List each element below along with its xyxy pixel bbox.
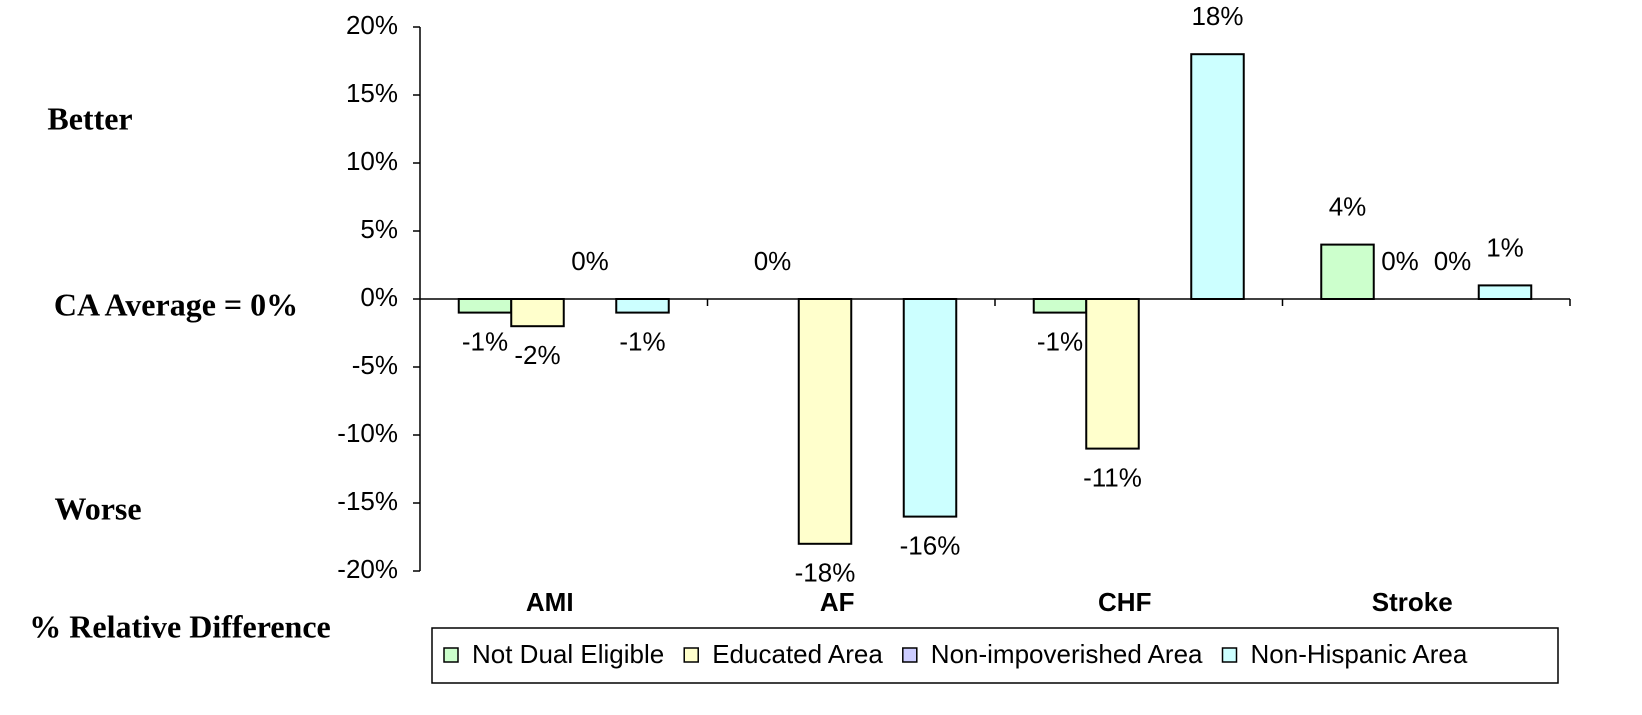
- legend-swatch: [1221, 647, 1238, 663]
- y-tick-label: 5%: [360, 214, 398, 244]
- x-tick-label: AMI: [526, 587, 574, 617]
- value-label: -11%: [1083, 462, 1142, 492]
- average-label: CA Average = 0%: [54, 286, 298, 322]
- x-tick-label: AF: [820, 587, 855, 617]
- value-label: 0%: [571, 246, 609, 276]
- legend-swatch: [683, 647, 699, 663]
- legend-label: Non-impoverished Area: [931, 639, 1203, 669]
- value-label: 0%: [1381, 246, 1419, 276]
- legend-label: Educated Area: [712, 639, 883, 669]
- bar: [1190, 53, 1245, 301]
- axis-title: % Relative Difference: [29, 608, 331, 644]
- bar: [1320, 243, 1375, 301]
- bar: [1085, 298, 1140, 450]
- legend-swatch: [443, 647, 459, 663]
- value-label: -1%: [619, 326, 665, 356]
- value-label: -1%: [1037, 326, 1083, 356]
- bar: [1032, 298, 1088, 314]
- value-label: 4%: [1329, 191, 1367, 221]
- value-label: -16%: [900, 530, 961, 560]
- y-tick-label: -15%: [337, 486, 398, 516]
- bar: [457, 298, 513, 314]
- value-label: 0%: [754, 246, 792, 276]
- x-tick-label: CHF: [1098, 587, 1151, 617]
- better-label: Better: [47, 100, 132, 136]
- value-label: -2%: [514, 340, 560, 370]
- bar: [510, 298, 565, 328]
- value-label: -1%: [462, 326, 508, 356]
- legend-label: Non-Hispanic Area: [1251, 639, 1468, 669]
- legend-swatch: [902, 647, 918, 663]
- bar: [902, 298, 958, 518]
- y-tick-label: 15%: [346, 78, 398, 108]
- bar: [615, 298, 670, 314]
- y-tick-label: 10%: [346, 146, 398, 176]
- value-label: 18%: [1191, 1, 1243, 31]
- worse-label: Worse: [54, 490, 141, 526]
- y-tick-label: 0%: [360, 282, 398, 312]
- y-tick-label: 20%: [346, 10, 398, 40]
- y-tick-label: -20%: [337, 554, 398, 584]
- value-label: -18%: [795, 558, 856, 588]
- value-label: 0%: [1434, 246, 1472, 276]
- x-tick-label: Stroke: [1372, 587, 1453, 617]
- value-label: 1%: [1486, 232, 1524, 262]
- y-tick-label: -10%: [337, 418, 398, 448]
- legend-label: Not Dual Eligible: [472, 639, 664, 669]
- y-tick-label: -5%: [352, 350, 398, 380]
- bar: [1477, 284, 1533, 300]
- bar: [797, 298, 853, 545]
- legend-box: [431, 627, 1559, 684]
